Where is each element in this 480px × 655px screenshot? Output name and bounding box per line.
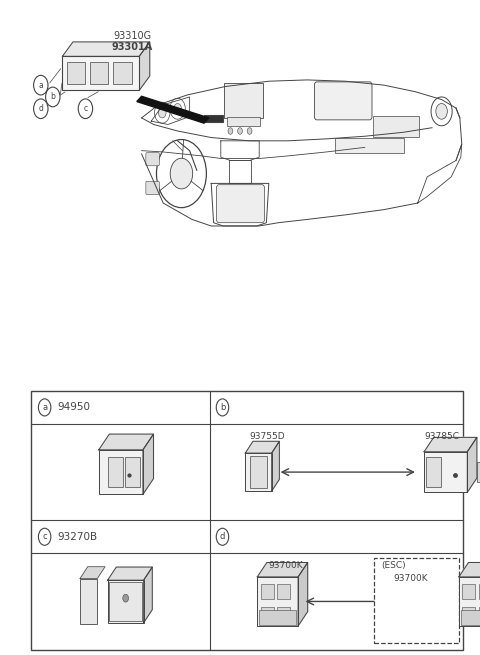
Circle shape — [78, 99, 93, 119]
Circle shape — [170, 98, 185, 119]
Text: b: b — [50, 92, 55, 102]
FancyBboxPatch shape — [425, 457, 441, 487]
FancyBboxPatch shape — [108, 580, 144, 623]
Circle shape — [34, 99, 48, 119]
FancyBboxPatch shape — [227, 117, 260, 126]
Text: (ESC): (ESC) — [381, 561, 406, 570]
FancyBboxPatch shape — [90, 62, 108, 84]
Text: d: d — [38, 104, 43, 113]
FancyBboxPatch shape — [125, 457, 140, 487]
Circle shape — [34, 75, 48, 95]
Polygon shape — [139, 42, 150, 90]
Polygon shape — [424, 438, 477, 452]
FancyBboxPatch shape — [99, 450, 143, 495]
FancyBboxPatch shape — [216, 185, 264, 223]
Text: 93310G: 93310G — [113, 31, 151, 41]
FancyBboxPatch shape — [224, 83, 263, 118]
Polygon shape — [143, 434, 154, 495]
FancyBboxPatch shape — [477, 462, 480, 482]
FancyBboxPatch shape — [424, 452, 467, 493]
FancyBboxPatch shape — [373, 558, 459, 643]
Circle shape — [247, 128, 252, 134]
FancyBboxPatch shape — [373, 116, 419, 137]
Text: c: c — [42, 533, 47, 541]
Polygon shape — [459, 563, 480, 577]
Text: b: b — [220, 403, 225, 412]
FancyBboxPatch shape — [113, 62, 132, 84]
Circle shape — [228, 128, 233, 134]
FancyBboxPatch shape — [277, 584, 290, 599]
FancyBboxPatch shape — [67, 62, 85, 84]
Text: 93785C: 93785C — [424, 432, 459, 441]
FancyBboxPatch shape — [462, 584, 475, 599]
Circle shape — [431, 97, 452, 126]
FancyBboxPatch shape — [31, 391, 463, 650]
FancyBboxPatch shape — [259, 610, 296, 625]
Text: 93755D: 93755D — [249, 432, 285, 441]
FancyBboxPatch shape — [479, 607, 480, 622]
Circle shape — [436, 103, 447, 119]
Text: d: d — [220, 533, 225, 541]
Circle shape — [156, 140, 206, 208]
Polygon shape — [467, 438, 477, 493]
FancyBboxPatch shape — [261, 584, 274, 599]
Circle shape — [238, 128, 242, 134]
FancyBboxPatch shape — [314, 82, 372, 120]
Circle shape — [170, 159, 192, 189]
FancyBboxPatch shape — [245, 453, 272, 491]
FancyBboxPatch shape — [257, 577, 298, 626]
Polygon shape — [137, 96, 209, 123]
Text: 94950: 94950 — [58, 402, 91, 413]
FancyBboxPatch shape — [277, 607, 290, 622]
Text: c: c — [84, 104, 87, 113]
Circle shape — [158, 107, 166, 118]
FancyBboxPatch shape — [261, 607, 274, 622]
FancyBboxPatch shape — [108, 582, 142, 621]
FancyBboxPatch shape — [459, 577, 480, 626]
Circle shape — [38, 528, 51, 545]
Text: 93301A: 93301A — [111, 42, 153, 52]
Circle shape — [155, 102, 170, 123]
FancyBboxPatch shape — [479, 584, 480, 599]
Polygon shape — [62, 42, 150, 56]
Polygon shape — [272, 441, 279, 491]
FancyBboxPatch shape — [335, 138, 404, 153]
FancyBboxPatch shape — [62, 56, 139, 90]
Circle shape — [38, 399, 51, 416]
FancyBboxPatch shape — [204, 115, 223, 122]
Polygon shape — [99, 434, 154, 450]
FancyBboxPatch shape — [146, 153, 159, 166]
Circle shape — [216, 528, 229, 545]
Circle shape — [123, 594, 129, 602]
FancyBboxPatch shape — [462, 607, 475, 622]
Text: 93270B: 93270B — [58, 532, 98, 542]
Text: 93700K: 93700K — [393, 574, 428, 583]
Text: a: a — [42, 403, 47, 412]
Text: 93700K: 93700K — [268, 561, 303, 570]
Polygon shape — [108, 567, 152, 580]
Circle shape — [174, 103, 181, 114]
Polygon shape — [144, 567, 152, 623]
Polygon shape — [80, 567, 105, 578]
Polygon shape — [298, 563, 308, 626]
FancyBboxPatch shape — [146, 181, 159, 195]
Circle shape — [216, 399, 229, 416]
FancyBboxPatch shape — [80, 578, 97, 624]
Text: a: a — [38, 81, 43, 90]
Polygon shape — [257, 563, 308, 577]
Polygon shape — [245, 441, 279, 453]
FancyBboxPatch shape — [461, 610, 480, 625]
Circle shape — [46, 87, 60, 107]
FancyBboxPatch shape — [250, 457, 267, 488]
FancyBboxPatch shape — [108, 457, 123, 487]
